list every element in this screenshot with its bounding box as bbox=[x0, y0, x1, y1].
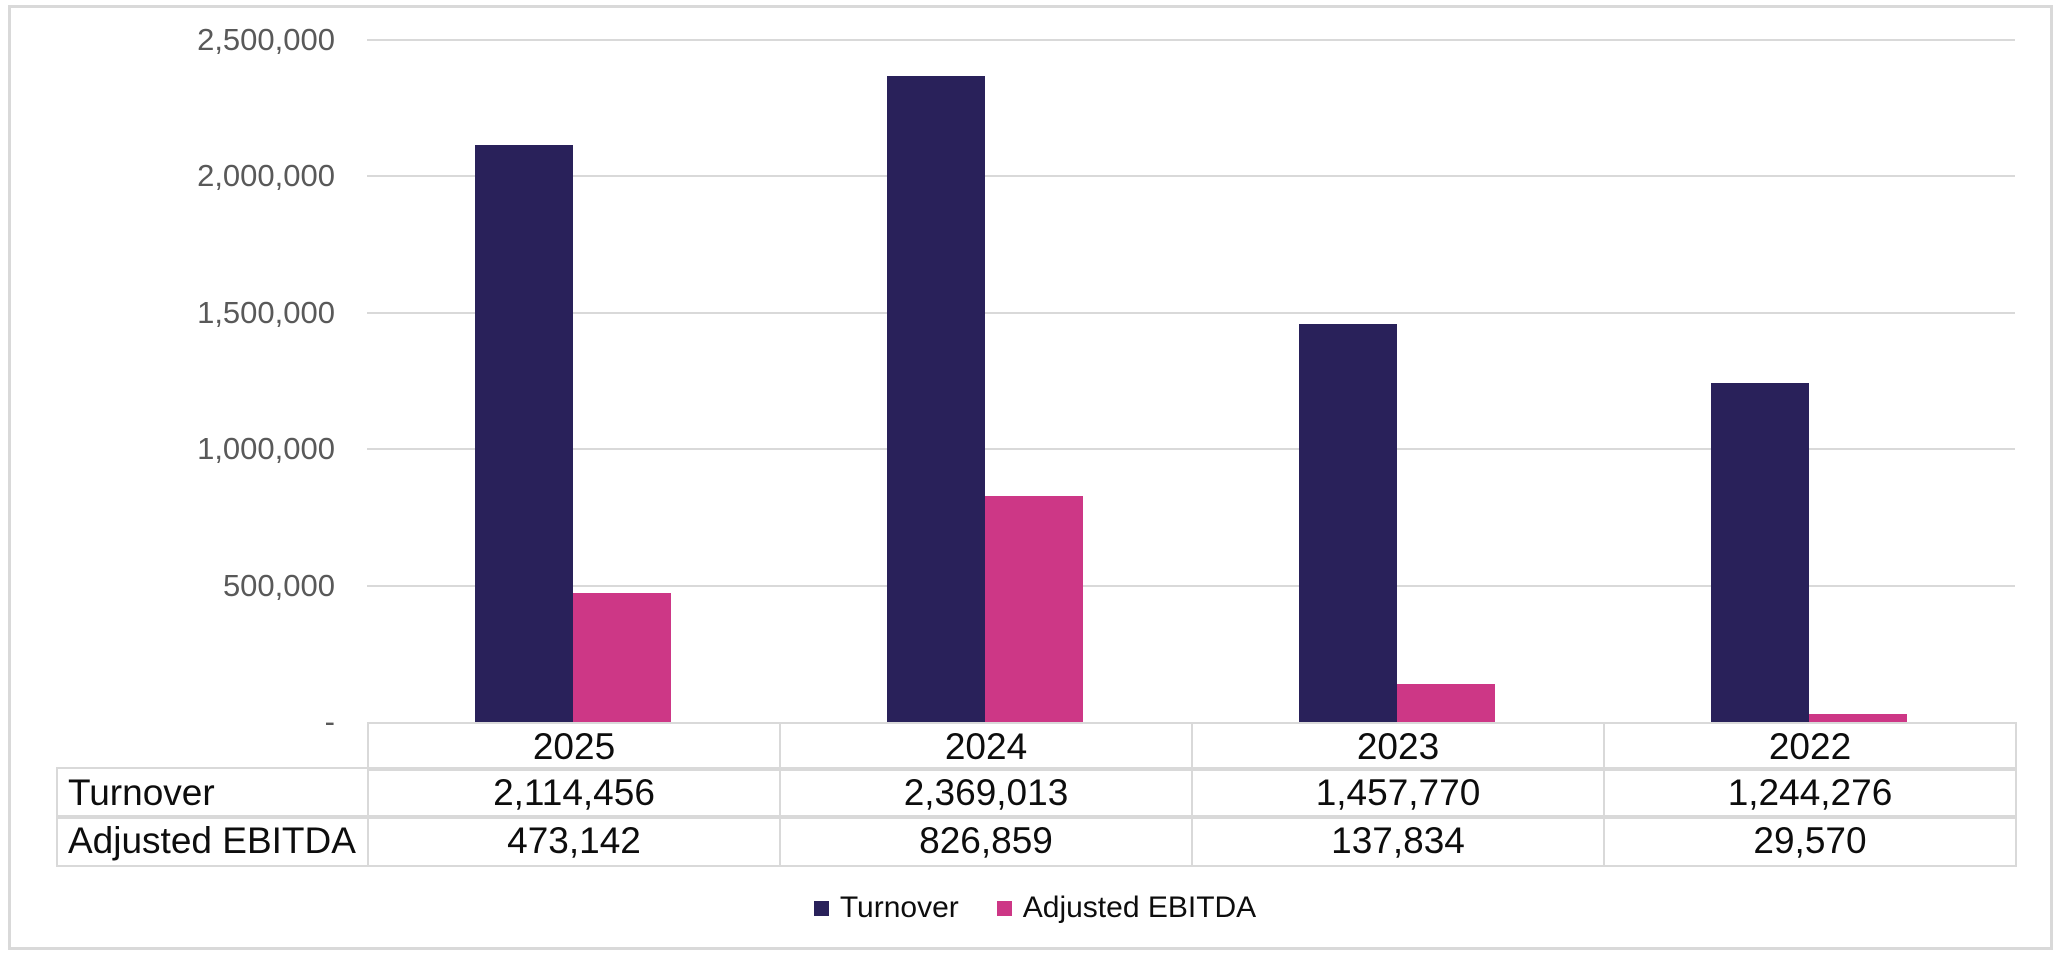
gridline-500000 bbox=[367, 584, 2015, 587]
bar-turnover-2024[interactable] bbox=[887, 76, 985, 722]
legend-label-adjusted-ebitda: Adjusted EBITDA bbox=[1022, 891, 1257, 924]
y-axis-tick-label: 1,500,000 bbox=[197, 294, 335, 330]
table-cell-year-2024: 2024 bbox=[779, 722, 1193, 771]
bar-adjusted-ebitda-2025[interactable] bbox=[573, 593, 671, 722]
legend-item-adjusted-ebitda[interactable]: Adjusted EBITDA bbox=[996, 891, 1257, 925]
table-cell-rowheader-adjusted-ebitda: Adjusted EBITDA bbox=[56, 815, 369, 867]
chart-legend: Turnover Adjusted EBITDA bbox=[0, 886, 2070, 930]
table-cell-year-2025: 2025 bbox=[367, 722, 781, 771]
table-cell-rowheader-turnover: Turnover bbox=[56, 767, 369, 819]
y-axis-tick-label: - bbox=[324, 704, 335, 739]
y-axis-tick-label: 2,500,000 bbox=[197, 22, 335, 57]
bar-turnover-2022[interactable] bbox=[1711, 383, 1809, 722]
gridline-2500000 bbox=[367, 39, 2015, 41]
bar-adjusted-ebitda-2022[interactable] bbox=[1809, 714, 1907, 722]
table-cell-turnover-2023: 1,457,770 bbox=[1191, 767, 1605, 819]
y-axis-tick-label: 1,000,000 bbox=[197, 431, 335, 467]
table-cell-adjusted-ebitda-2022: 29,570 bbox=[1603, 815, 2017, 867]
plot-area bbox=[367, 39, 2015, 722]
gridline-1500000 bbox=[367, 311, 2015, 314]
table-cell-year-2023: 2023 bbox=[1191, 722, 1605, 771]
table-cell-adjusted-ebitda-2024: 826,859 bbox=[779, 815, 1193, 867]
table-cell-adjusted-ebitda-2025: 473,142 bbox=[367, 815, 781, 867]
legend-item-turnover[interactable]: Turnover bbox=[813, 891, 959, 925]
bar-turnover-2025[interactable] bbox=[475, 145, 573, 722]
gridline-2000000 bbox=[367, 175, 2015, 178]
legend-label-turnover: Turnover bbox=[839, 891, 959, 924]
table-cell-turnover-2024: 2,369,013 bbox=[779, 767, 1193, 819]
table-cell-turnover-2025: 2,114,456 bbox=[367, 767, 781, 819]
bar-adjusted-ebitda-2024[interactable] bbox=[985, 496, 1083, 722]
bar-turnover-2023[interactable] bbox=[1299, 324, 1397, 722]
table-cell-turnover-2022: 1,244,276 bbox=[1603, 767, 2017, 819]
table-cell-year-2022: 2022 bbox=[1603, 722, 2017, 771]
bar-adjusted-ebitda-2023[interactable] bbox=[1397, 684, 1495, 722]
y-axis-tick-label: 2,000,000 bbox=[197, 158, 335, 194]
table-cell-adjusted-ebitda-2023: 137,834 bbox=[1191, 815, 1605, 867]
gridline-1000000 bbox=[367, 448, 2015, 451]
adjusted-ebitda-series-swatch-icon bbox=[996, 900, 1012, 916]
y-axis-tick-label: 500,000 bbox=[222, 567, 335, 603]
turnover-series-swatch-icon bbox=[813, 900, 829, 916]
